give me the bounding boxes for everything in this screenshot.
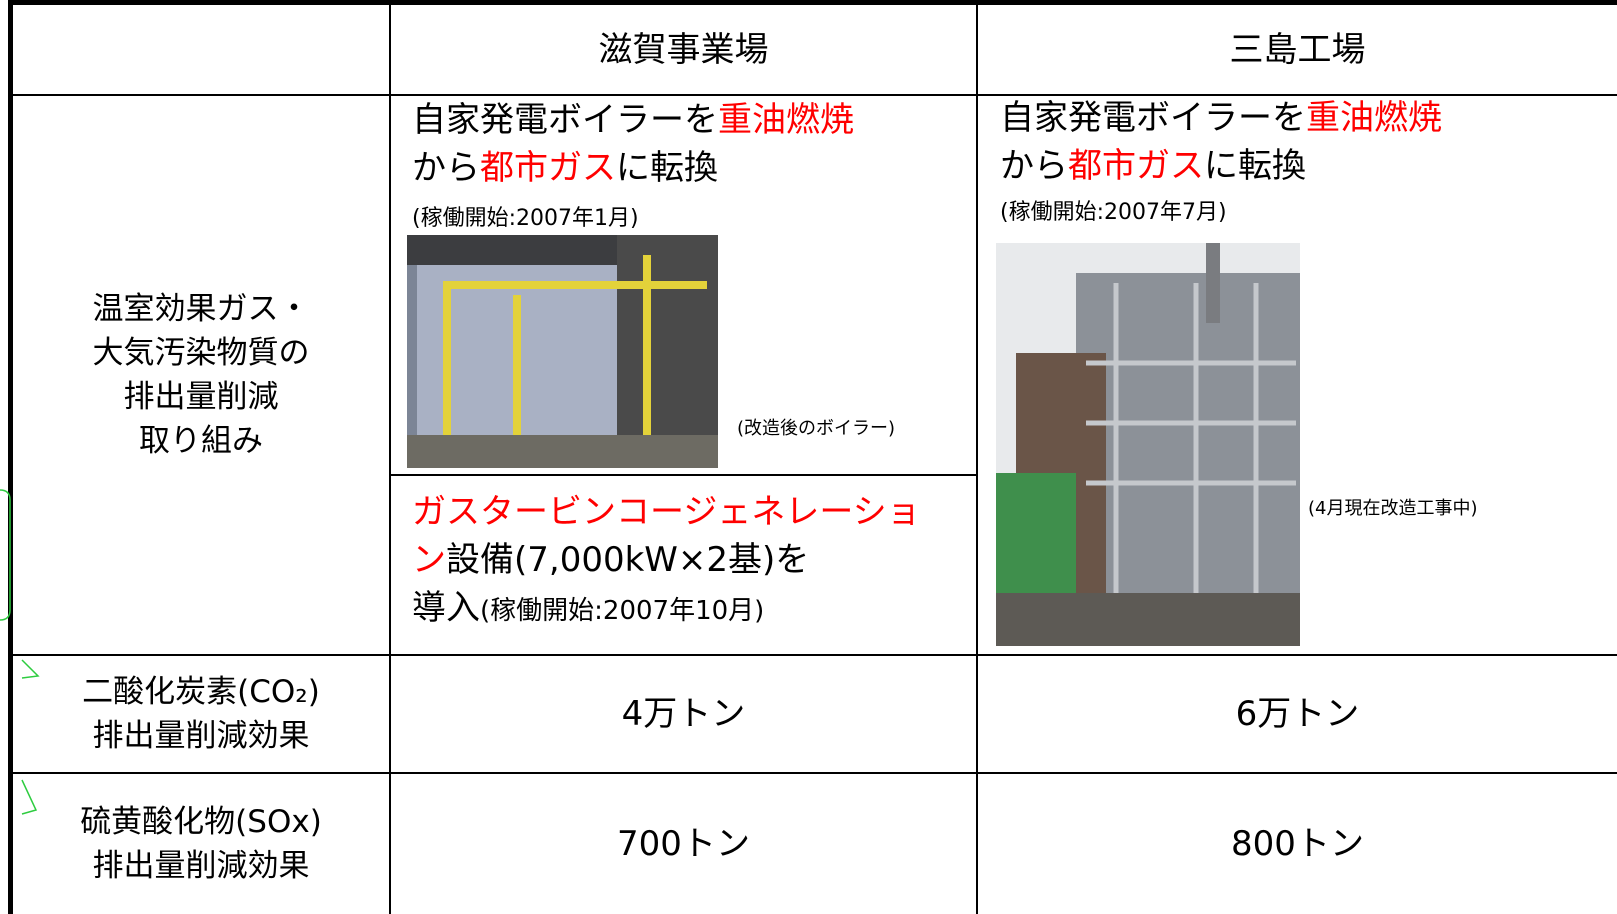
label-line: 排出量削減	[123, 379, 279, 415]
text-segment: ガスタービンコージェネレーショ	[412, 492, 921, 532]
photo	[996, 243, 1300, 646]
text-segment: 自家発電ボイラーを	[1000, 98, 1306, 138]
row-label: 硫黄酸化物(SOx) 排出量削減効果	[13, 774, 389, 914]
label-line: 硫黄酸化物(SOx)	[80, 804, 322, 840]
border	[389, 0, 391, 914]
text-segment: から	[1000, 146, 1068, 186]
label-line: 排出量削減効果	[92, 718, 310, 754]
row-label: 温室効果ガス・ 大気汚染物質の 排出量削減取り組み	[13, 96, 389, 654]
text-segment: に転換	[616, 148, 718, 188]
caption: (4月現在改造工事中)	[1308, 498, 1478, 519]
label-line: 二酸化炭素(CO₂)	[82, 674, 320, 710]
text-segment: 都市ガス	[1068, 146, 1204, 186]
text-line: から都市ガスに転換	[412, 144, 854, 192]
text-segment: から	[412, 148, 480, 188]
text-segment: (稼働開始:2007年10月)	[480, 596, 765, 626]
border	[8, 0, 1617, 5]
border	[8, 772, 1617, 774]
cell-value: 800トン	[1231, 824, 1364, 864]
cell-value: 6万トン	[1235, 694, 1360, 734]
label-line: 取り組み	[139, 423, 263, 459]
note: (稼働開始:2007年7月)	[1000, 200, 1227, 225]
text-line: 自家発電ボイラーを重油燃焼	[1000, 94, 1442, 142]
text-segment: 都市ガス	[480, 148, 616, 188]
callout	[0, 489, 40, 815]
text-line: から都市ガスに転換	[1000, 142, 1442, 190]
text-segment: 重油燃焼	[718, 100, 854, 140]
cell-value: 700トン	[617, 824, 750, 864]
text-line: ン設備(7,000kW×2基)を	[412, 536, 921, 584]
text-segment: 導入	[412, 588, 480, 628]
cell-text: ガスタービンコージェネレーショ ン設備(7,000kW×2基)を 導入(稼働開始:2…	[412, 488, 921, 635]
column-header: 三島工場	[1229, 29, 1366, 70]
label-line: 排出量削減効果	[92, 848, 310, 884]
label-line: 温室効果ガス・	[92, 291, 310, 327]
row-label: 二酸化炭素(CO₂) 排出量削減効果	[13, 656, 389, 772]
column-header: 滋賀事業場	[598, 29, 769, 70]
cell-value: 4万トン	[621, 694, 746, 734]
border	[390, 474, 977, 476]
text-segment: ン	[412, 540, 446, 580]
label-line: 大気汚染物質の	[92, 335, 310, 371]
photo	[407, 235, 718, 468]
cell-text: 自家発電ボイラーを重油燃焼 から都市ガスに転換	[1000, 94, 1442, 190]
caption: (改造後のボイラー)	[737, 418, 896, 439]
text-line: 導入(稼働開始:2007年10月)	[412, 584, 921, 635]
text-segment: 設備(7,000kW×2基)を	[446, 540, 810, 580]
text-segment: 重油燃焼	[1306, 98, 1442, 138]
text-segment: 自家発電ボイラーを	[412, 100, 718, 140]
text-line: ガスタービンコージェネレーショ	[412, 488, 921, 536]
border	[8, 0, 13, 914]
text-line: 自家発電ボイラーを重油燃焼	[412, 96, 854, 144]
note: (稼働開始:2007年1月)	[412, 206, 639, 231]
text-segment: に転換	[1204, 146, 1306, 186]
border	[8, 654, 1617, 656]
border	[976, 0, 978, 914]
cell-text: 自家発電ボイラーを重油燃焼 から都市ガスに転換	[412, 96, 854, 192]
border	[8, 94, 1617, 96]
